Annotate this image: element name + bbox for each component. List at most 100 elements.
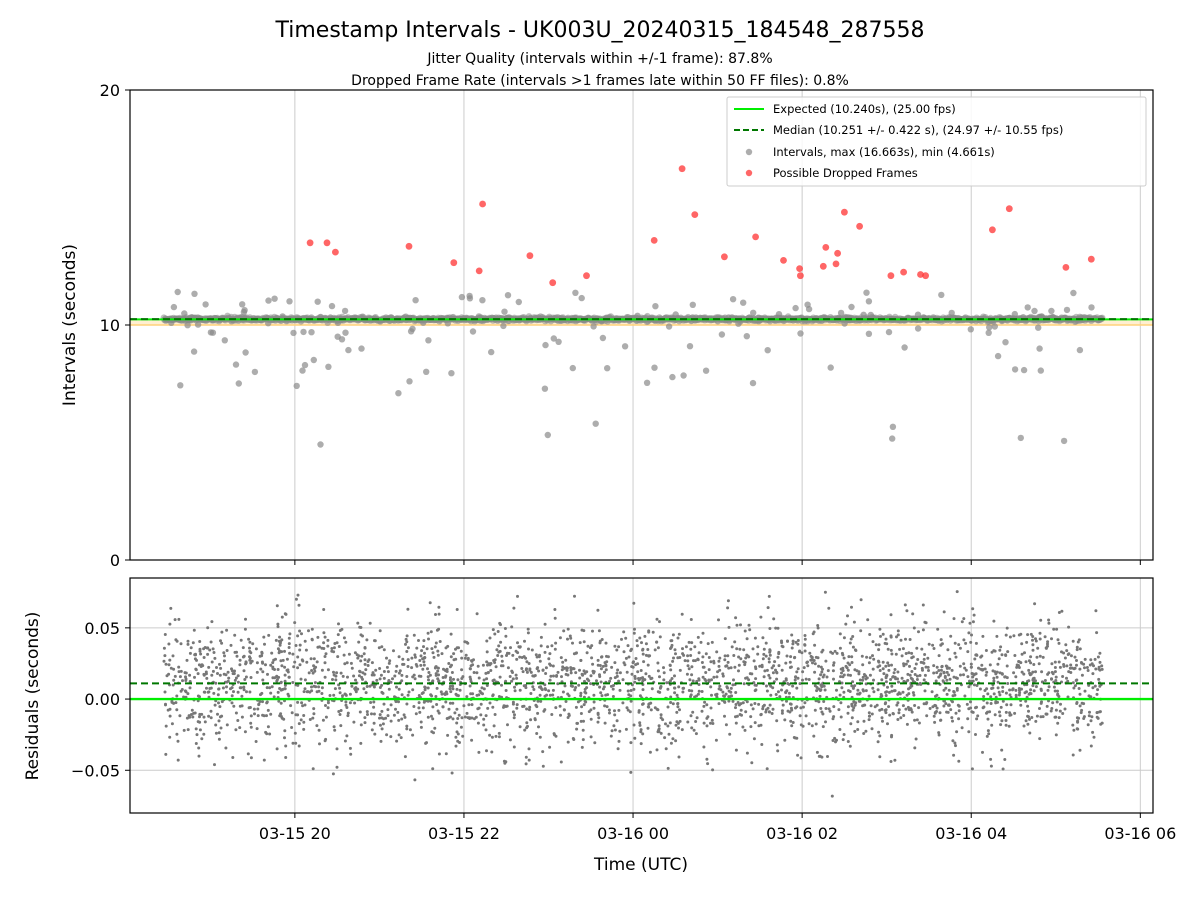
- residual-point: [533, 717, 537, 721]
- residual-point: [598, 675, 602, 678]
- residual-point: [254, 740, 258, 743]
- residual-point: [564, 700, 568, 703]
- residual-point: [561, 665, 565, 669]
- residual-point: [510, 625, 514, 629]
- residual-point: [624, 727, 628, 731]
- residual-point: [925, 701, 929, 705]
- residual-point: [426, 667, 429, 671]
- interval-point: [578, 294, 585, 302]
- interval-point: [479, 297, 486, 304]
- residual-point: [573, 594, 576, 598]
- interval-point: [500, 322, 507, 330]
- residual-point: [780, 668, 784, 672]
- residual-point: [216, 712, 219, 716]
- residual-point: [764, 641, 768, 645]
- residual-point: [423, 651, 426, 655]
- residual-point: [937, 669, 941, 672]
- residual-point: [1028, 731, 1032, 735]
- residual-point: [884, 676, 888, 680]
- residual-point: [397, 671, 401, 675]
- residual-point: [379, 739, 383, 743]
- interval-point: [702, 367, 710, 374]
- residual-point: [874, 643, 878, 647]
- residual-point: [164, 752, 168, 756]
- residual-point: [641, 652, 645, 656]
- residual-point: [296, 666, 300, 670]
- residual-point: [786, 709, 790, 713]
- residual-point: [394, 669, 398, 673]
- residual-point: [311, 671, 315, 675]
- residual-point: [777, 650, 781, 654]
- residual-point: [1064, 643, 1068, 647]
- residual-point: [552, 674, 555, 678]
- residual-point: [511, 710, 515, 714]
- residual-point: [278, 635, 282, 639]
- residual-point: [937, 654, 941, 658]
- interval-point: [412, 297, 419, 304]
- residual-point: [858, 691, 862, 695]
- interval-point: [221, 337, 228, 344]
- residual-point: [995, 675, 999, 679]
- residual-point: [767, 594, 771, 598]
- residual-point: [761, 636, 765, 640]
- residual-point: [434, 613, 437, 616]
- interval-point: [860, 311, 867, 318]
- residual-point: [613, 728, 617, 732]
- residual-point: [823, 688, 827, 692]
- residual-point: [515, 703, 519, 707]
- residual-point: [892, 671, 896, 675]
- residual-point: [544, 666, 548, 670]
- residual-point: [420, 649, 424, 653]
- residual-point: [635, 644, 639, 648]
- residual-point: [689, 654, 693, 657]
- residual-point: [508, 738, 512, 742]
- residual-point: [310, 669, 314, 672]
- residual-point: [617, 645, 621, 649]
- residual-point: [1011, 688, 1014, 692]
- residual-point: [217, 701, 220, 705]
- residual-point: [497, 735, 501, 739]
- residual-point: [248, 658, 252, 662]
- residual-point: [294, 597, 298, 601]
- residual-point: [505, 704, 509, 708]
- residual-point: [715, 675, 719, 679]
- residual-point: [315, 724, 319, 728]
- residual-point: [868, 673, 872, 677]
- residual-point: [368, 621, 372, 625]
- residual-point: [556, 670, 560, 674]
- residual-point: [993, 713, 997, 717]
- residual-point: [323, 661, 327, 665]
- residual-point: [972, 683, 976, 687]
- residual-point: [192, 628, 196, 632]
- residual-point: [380, 716, 384, 720]
- residual-point: [403, 715, 407, 719]
- residual-point: [600, 655, 603, 659]
- residual-point: [1004, 710, 1008, 714]
- residual-point: [667, 732, 671, 736]
- residual-point: [796, 676, 800, 680]
- residual-point: [953, 651, 957, 655]
- residual-point: [422, 645, 425, 649]
- residual-point: [432, 655, 436, 659]
- residual-point: [726, 599, 730, 603]
- residual-point: [539, 644, 543, 648]
- residual-point: [789, 655, 793, 659]
- residual-point: [806, 664, 810, 668]
- residual-point: [435, 628, 439, 632]
- residual-point: [172, 667, 176, 671]
- residual-point: [880, 678, 884, 682]
- residual-point: [850, 716, 854, 720]
- residual-point: [884, 701, 888, 705]
- residual-point: [233, 633, 237, 637]
- residual-point: [624, 636, 628, 640]
- residual-point: [428, 601, 432, 605]
- residual-point: [567, 712, 571, 716]
- residual-point: [671, 633, 675, 637]
- residual-point: [683, 659, 687, 663]
- residual-point: [887, 664, 891, 667]
- residual-point: [1095, 715, 1099, 719]
- residual-point: [728, 732, 732, 736]
- residual-point: [197, 754, 201, 758]
- residual-point: [732, 678, 735, 682]
- residual-point: [528, 667, 532, 671]
